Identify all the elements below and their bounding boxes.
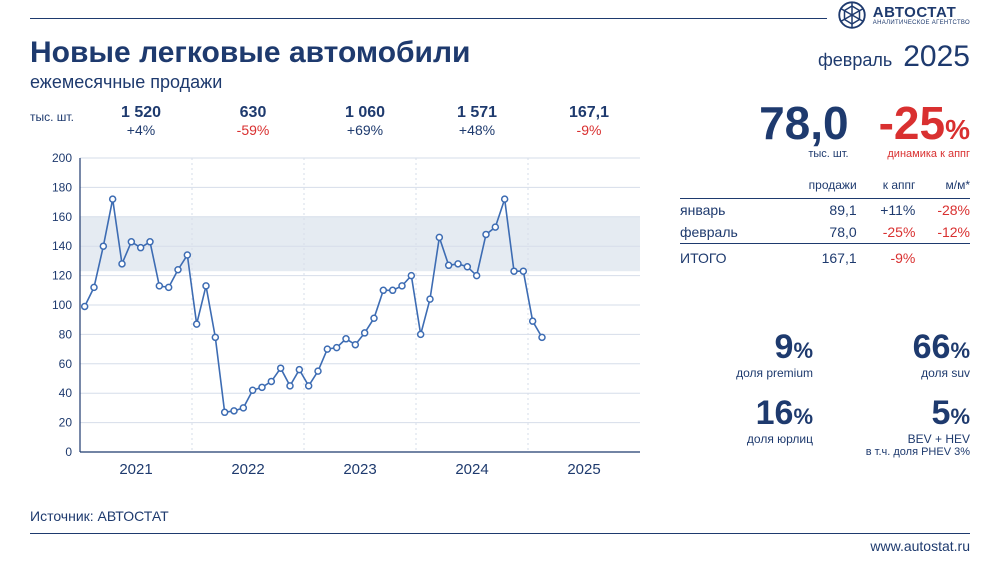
svg-text:100: 100 bbox=[52, 298, 72, 312]
svg-text:40: 40 bbox=[59, 386, 73, 400]
kpi-row-yoy: -25% bbox=[857, 221, 916, 244]
share-legal-value: 16 bbox=[756, 394, 794, 432]
kpi-table-row: январь89,1+11%-28% bbox=[680, 199, 970, 222]
year-total-pct: -9% bbox=[533, 122, 645, 138]
page-title: Новые легковые автомобили bbox=[30, 36, 471, 70]
svg-text:2023: 2023 bbox=[343, 461, 376, 478]
year-total-value: 1 571 bbox=[421, 104, 533, 122]
logo-icon bbox=[837, 0, 867, 30]
year-total-value: 1 520 bbox=[85, 104, 197, 122]
year-total: 167,1-9% bbox=[533, 104, 645, 138]
kpi-total-yoy: -9% bbox=[857, 244, 916, 270]
svg-text:180: 180 bbox=[52, 180, 72, 194]
y-axis-unit: тыс. шт. bbox=[30, 110, 74, 124]
year-totals-row: 1 520+4%630-59%1 060+69%1 571+48%167,1-9… bbox=[85, 104, 645, 138]
svg-text:120: 120 bbox=[52, 269, 72, 283]
kpi-total-label: ИТОГО bbox=[680, 244, 777, 270]
share-premium: 9% доля premium bbox=[680, 330, 813, 380]
share-premium-value: 9 bbox=[775, 328, 794, 366]
year-total-pct: +4% bbox=[85, 122, 197, 138]
year-total: 1 571+48% bbox=[421, 104, 533, 138]
kpi-row-mom: -12% bbox=[915, 221, 970, 244]
kpi-table-total: ИТОГО167,1-9% bbox=[680, 244, 970, 270]
kpi-sales-unit: тыс. шт. bbox=[759, 148, 849, 160]
period-month: февраль bbox=[818, 50, 892, 70]
kpi-row-label: январь bbox=[680, 199, 777, 222]
bottom-rule bbox=[30, 533, 970, 534]
kpi-yoy: -25% динамика к аппг bbox=[879, 100, 970, 160]
share-premium-label: доля premium bbox=[680, 366, 813, 380]
line-chart-svg: 0 20 40 60 80 100 120 140 160 180 200 2021 2022 2023 2… bbox=[30, 152, 650, 482]
kpi-row-sales: 89,1 bbox=[777, 199, 857, 222]
svg-text:80: 80 bbox=[59, 327, 73, 341]
svg-text:20: 20 bbox=[59, 416, 73, 430]
kpi-panel: 78,0 тыс. шт. -25% динамика к аппг прода… bbox=[680, 100, 970, 269]
kpi-row-label: февраль bbox=[680, 221, 777, 244]
header: Новые легковые автомобили ежемесячные пр… bbox=[30, 36, 471, 93]
kpi-yoy-unit: % bbox=[945, 114, 970, 145]
share-legal-label: доля юрлиц bbox=[680, 432, 813, 446]
brand-logo: АВТОСТАТ АНАЛИТИЧЕСКОЕ АГЕНТСТВО bbox=[827, 0, 970, 30]
share-suv-unit: % bbox=[950, 338, 970, 363]
brand-tagline: АНАЛИТИЧЕСКОЕ АГЕНТСТВО bbox=[873, 20, 970, 26]
page-subtitle: ежемесячные продажи bbox=[30, 72, 471, 93]
year-total-value: 167,1 bbox=[533, 104, 645, 122]
share-ev-unit: % bbox=[950, 404, 970, 429]
kpi-row-mom: -28% bbox=[915, 199, 970, 222]
year-total-value: 630 bbox=[197, 104, 309, 122]
data-source: Источник: АВТОСТАТ bbox=[30, 508, 169, 524]
kpi-th-blank bbox=[680, 174, 777, 199]
kpi-sales-value: 78,0 bbox=[759, 97, 849, 149]
year-total: 1 520+4% bbox=[85, 104, 197, 138]
kpi-sales: 78,0 тыс. шт. bbox=[759, 100, 849, 160]
year-total-pct: +48% bbox=[421, 122, 533, 138]
kpi-total-sales: 167,1 bbox=[777, 244, 857, 270]
svg-text:2025: 2025 bbox=[567, 461, 600, 478]
kpi-row-sales: 78,0 bbox=[777, 221, 857, 244]
share-ev-sublabel: в т.ч. доля PHEV 3% bbox=[837, 446, 970, 458]
brand-name: АВТОСТАТ bbox=[873, 5, 970, 20]
year-total-pct: +69% bbox=[309, 122, 421, 138]
period: февраль 2025 bbox=[818, 40, 970, 74]
chart-plot: 0 20 40 60 80 100 120 140 160 180 200 2021 2022 2023 2… bbox=[30, 152, 650, 482]
share-ev-value: 5 bbox=[932, 394, 951, 432]
svg-text:160: 160 bbox=[52, 210, 72, 224]
kpi-row-yoy: +11% bbox=[857, 199, 916, 222]
kpi-th-yoy: к аппг bbox=[857, 174, 916, 199]
kpi-yoy-label: динамика к аппг bbox=[879, 148, 970, 160]
kpi-yoy-value: -25 bbox=[879, 97, 945, 149]
year-total: 1 060+69% bbox=[309, 104, 421, 138]
brand-site: www.autostat.ru bbox=[870, 538, 970, 554]
kpi-th-sales: продажи bbox=[777, 174, 857, 199]
share-premium-unit: % bbox=[793, 338, 813, 363]
period-year: 2025 bbox=[903, 40, 970, 73]
share-suv-label: доля suv bbox=[837, 366, 970, 380]
share-ev-label: BEV + HEV bbox=[837, 432, 970, 446]
svg-text:0: 0 bbox=[65, 445, 72, 459]
year-total-pct: -59% bbox=[197, 122, 309, 138]
shares-panel: 9% доля premium 66% доля suv 16% доля юр… bbox=[680, 330, 970, 458]
svg-text:140: 140 bbox=[52, 239, 72, 253]
kpi-th-mom: м/м* bbox=[915, 174, 970, 199]
svg-text:2021: 2021 bbox=[119, 461, 152, 478]
kpi-table-row: февраль78,0-25%-12% bbox=[680, 221, 970, 244]
share-suv: 66% доля suv bbox=[837, 330, 970, 380]
year-total-value: 1 060 bbox=[309, 104, 421, 122]
svg-text:200: 200 bbox=[52, 152, 72, 165]
share-legal-unit: % bbox=[793, 404, 813, 429]
kpi-table: продажи к аппг м/м* январь89,1+11%-28%фе… bbox=[680, 174, 970, 269]
year-total: 630-59% bbox=[197, 104, 309, 138]
svg-text:2022: 2022 bbox=[231, 461, 264, 478]
svg-text:2024: 2024 bbox=[455, 461, 488, 478]
svg-text:60: 60 bbox=[59, 357, 73, 371]
share-suv-value: 66 bbox=[913, 328, 951, 366]
share-legal: 16% доля юрлиц bbox=[680, 396, 813, 458]
share-ev: 5% BEV + HEV в т.ч. доля PHEV 3% bbox=[837, 396, 970, 458]
